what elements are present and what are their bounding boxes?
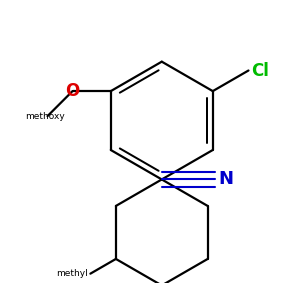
Text: O: O: [65, 82, 80, 100]
Text: N: N: [218, 170, 233, 188]
Text: methoxy: methoxy: [25, 112, 64, 121]
Text: Cl: Cl: [251, 61, 269, 80]
Text: methyl: methyl: [56, 269, 87, 278]
